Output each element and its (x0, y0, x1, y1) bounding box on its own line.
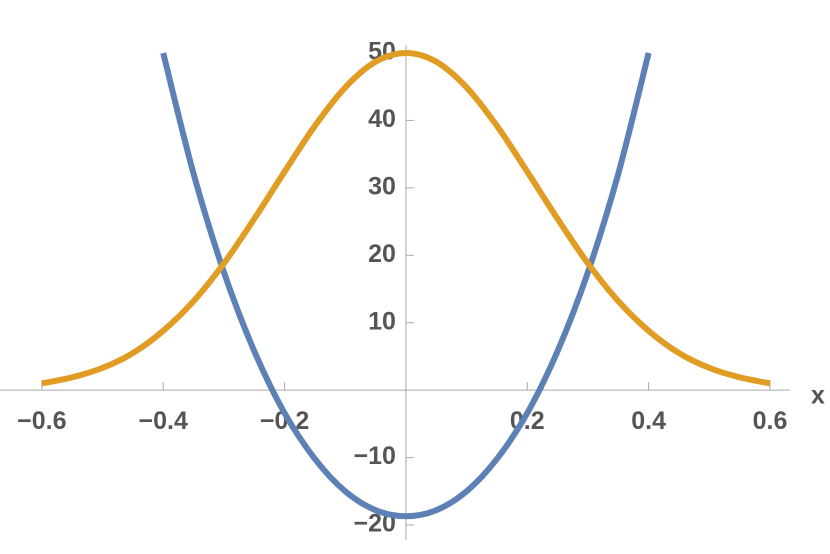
series-line (41, 50, 771, 387)
y-tick-label: 30 (368, 172, 396, 200)
x-tick-label: 0.4 (631, 407, 666, 435)
y-tick-label: −10 (353, 442, 395, 470)
x-tick-label: −0.6 (17, 407, 66, 435)
x-tick-label: −0.4 (139, 407, 188, 435)
x-tick-label: 0.6 (753, 407, 788, 435)
x-axis-label: x (811, 382, 825, 410)
series-line (160, 52, 652, 520)
y-tick-label: 10 (368, 307, 396, 335)
y-tick-label: 40 (368, 105, 396, 133)
y-tick-label: 20 (368, 240, 396, 268)
